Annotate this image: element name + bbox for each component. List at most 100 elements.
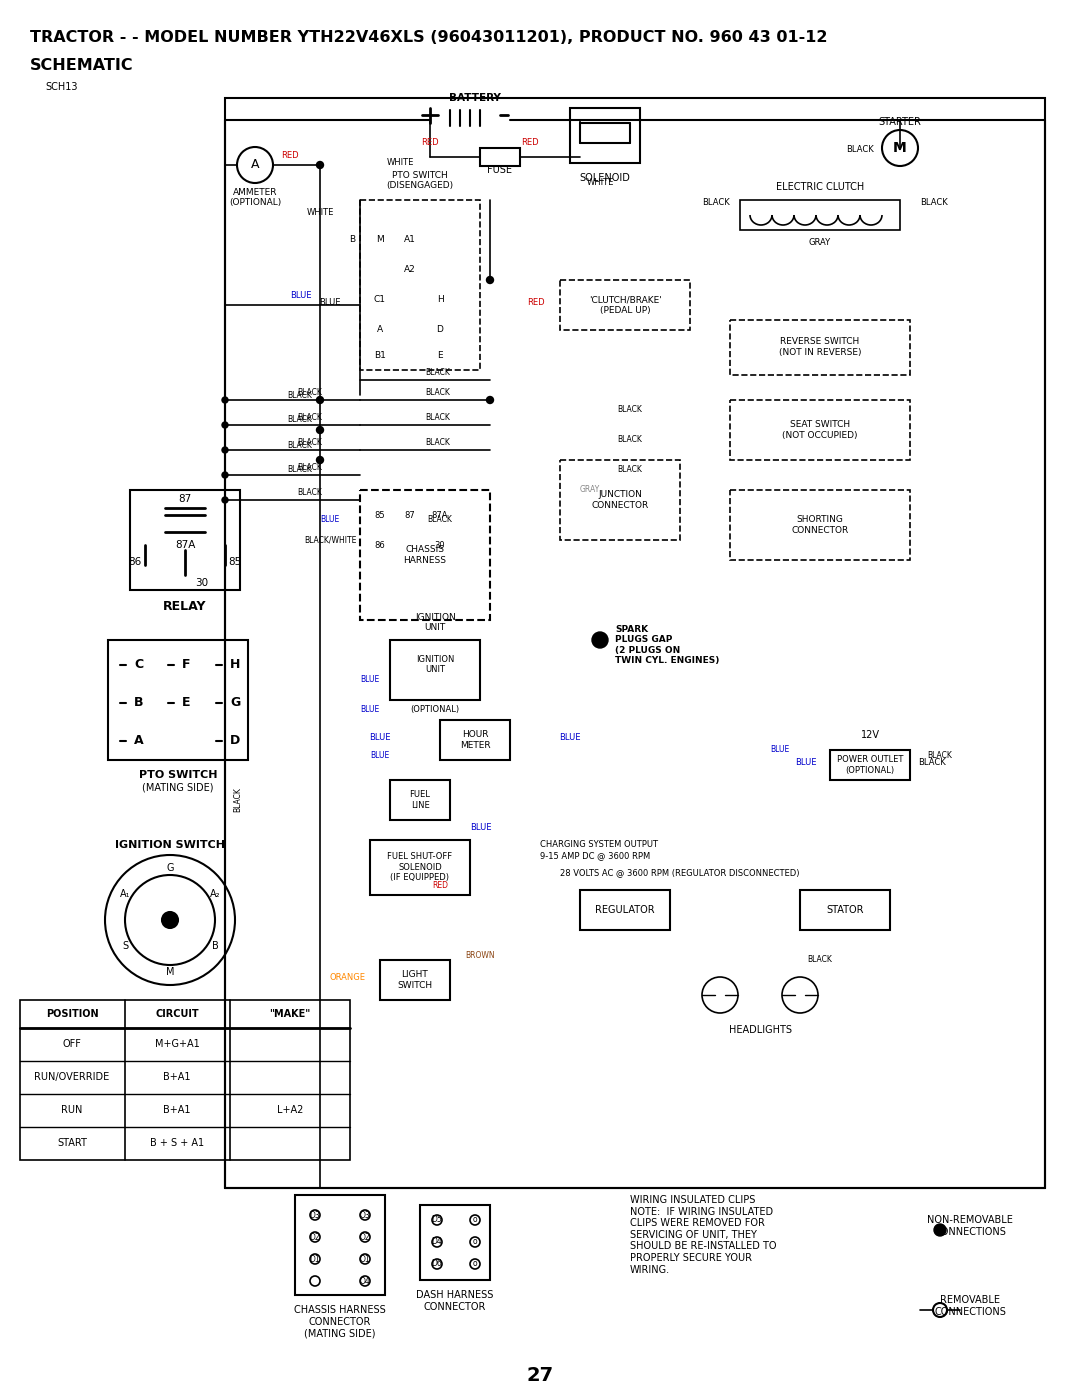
Text: BLACK: BLACK: [920, 198, 948, 207]
Text: GRAY: GRAY: [580, 486, 600, 495]
Text: BLACK: BLACK: [287, 465, 312, 475]
Text: SPARK
PLUGS GAP
(2 PLUGS ON
TWIN CYL. ENGINES): SPARK PLUGS GAP (2 PLUGS ON TWIN CYL. EN…: [615, 624, 719, 665]
Text: NON-REMOVABLE
CONNECTIONS: NON-REMOVABLE CONNECTIONS: [927, 1215, 1013, 1236]
Text: M: M: [376, 236, 383, 244]
Text: C: C: [134, 658, 144, 672]
Text: RED: RED: [281, 151, 299, 161]
Text: CHASSIS
HARNESS: CHASSIS HARNESS: [404, 545, 446, 564]
Circle shape: [316, 426, 324, 433]
Text: D6: D6: [432, 1260, 443, 1268]
Text: SEAT SWITCH
(NOT OCCUPIED): SEAT SWITCH (NOT OCCUPIED): [782, 420, 858, 440]
Circle shape: [592, 631, 608, 648]
Bar: [130, 490, 240, 590]
Text: START: START: [57, 1139, 86, 1148]
Text: 27: 27: [526, 1366, 554, 1384]
Text: REVERSE SWITCH
(NOT IN REVERSE): REVERSE SWITCH (NOT IN REVERSE): [779, 337, 861, 356]
Bar: [480, 148, 519, 166]
Text: TRACTOR - - MODEL NUMBER YTH22V46XLS (96043011201), PRODUCT NO. 960 43 01-12: TRACTOR - - MODEL NUMBER YTH22V46XLS (96…: [30, 29, 827, 45]
Text: SCHEMATIC: SCHEMATIC: [30, 59, 134, 73]
Text: FUEL SHUT-OFF
SOLENOID
(IF EQUIPPED): FUEL SHUT-OFF SOLENOID (IF EQUIPPED): [388, 852, 453, 882]
Text: D5: D5: [432, 1215, 443, 1225]
Text: BLACK: BLACK: [618, 405, 643, 415]
Text: IGNITION
UNIT: IGNITION UNIT: [415, 613, 456, 631]
Text: BLACK: BLACK: [808, 956, 833, 964]
Bar: [295, 1194, 384, 1295]
Text: M: M: [165, 967, 174, 977]
Text: WIRING INSULATED CLIPS
NOTE:  IF WIRING INSULATED
CLIPS WERE REMOVED FOR
SERVICI: WIRING INSULATED CLIPS NOTE: IF WIRING I…: [630, 1194, 777, 1274]
Text: BLUE: BLUE: [369, 733, 391, 742]
Text: CHARGING SYSTEM OUTPUT
9-15 AMP DC @ 3600 RPM: CHARGING SYSTEM OUTPUT 9-15 AMP DC @ 360…: [540, 841, 658, 859]
Text: POWER OUTLET
(OPTIONAL): POWER OUTLET (OPTIONAL): [837, 756, 903, 775]
Text: D: D: [230, 735, 240, 747]
Bar: [360, 490, 490, 620]
Text: SCH13: SCH13: [45, 82, 78, 92]
Bar: [831, 750, 910, 780]
Text: ELECTRIC CLUTCH: ELECTRIC CLUTCH: [775, 182, 864, 191]
Text: BLACK: BLACK: [846, 145, 874, 154]
Text: BLACK/WHITE: BLACK/WHITE: [303, 535, 356, 545]
Text: 'CLUTCH/BRAKE'
(PEDAL UP): 'CLUTCH/BRAKE' (PEDAL UP): [589, 295, 661, 314]
Bar: [380, 960, 450, 1000]
Circle shape: [934, 1224, 946, 1236]
Bar: [730, 400, 910, 460]
Text: D2: D2: [310, 1232, 321, 1242]
Text: BLACK: BLACK: [918, 759, 946, 767]
Text: B: B: [212, 942, 218, 951]
Text: REMOVABLE
CONNECTIONS: REMOVABLE CONNECTIONS: [934, 1295, 1005, 1316]
Bar: [108, 640, 248, 760]
Text: 85: 85: [375, 510, 386, 520]
Text: B + S + A1: B + S + A1: [150, 1139, 204, 1148]
Text: SHORTING
CONNECTOR: SHORTING CONNECTOR: [792, 515, 849, 535]
Text: BLUE: BLUE: [470, 823, 491, 833]
Text: BLUE: BLUE: [370, 750, 390, 760]
Text: D4: D4: [432, 1238, 443, 1246]
Text: A₁: A₁: [120, 888, 131, 900]
Text: A: A: [251, 158, 259, 172]
Bar: [580, 890, 670, 930]
Text: BLACK: BLACK: [928, 750, 953, 760]
Text: O1: O1: [360, 1255, 370, 1263]
Text: RED: RED: [522, 138, 539, 147]
Text: H: H: [436, 296, 444, 305]
Text: B: B: [349, 236, 355, 244]
Circle shape: [222, 422, 228, 427]
Text: 28 VOLTS AC @ 3600 RPM (REGULATOR DISCONNECTED): 28 VOLTS AC @ 3600 RPM (REGULATOR DISCON…: [561, 868, 800, 877]
Text: IGNITION
UNIT: IGNITION UNIT: [416, 655, 455, 685]
Text: PTO SWITCH
(DISENGAGED): PTO SWITCH (DISENGAGED): [387, 170, 454, 190]
Text: STARTER: STARTER: [878, 117, 921, 127]
Text: BLACK: BLACK: [426, 388, 450, 397]
Text: L+A2: L+A2: [276, 1105, 303, 1115]
Text: H: H: [230, 658, 241, 672]
Text: E: E: [437, 351, 443, 359]
Text: o: o: [473, 1238, 477, 1246]
Text: C1: C1: [374, 296, 386, 305]
Text: CIRCUIT: CIRCUIT: [156, 1009, 199, 1018]
Text: 86: 86: [129, 557, 141, 567]
Circle shape: [222, 447, 228, 453]
Text: BLACK: BLACK: [426, 439, 450, 447]
Bar: [21, 1000, 350, 1160]
Text: BLACK: BLACK: [233, 788, 243, 813]
Circle shape: [486, 277, 494, 284]
Text: BLACK: BLACK: [287, 415, 312, 425]
Text: HEADLIGHTS: HEADLIGHTS: [729, 1025, 792, 1035]
Text: LIGHT
SWITCH: LIGHT SWITCH: [397, 971, 433, 989]
Bar: [420, 1206, 490, 1280]
Text: D: D: [436, 326, 444, 334]
Text: O2: O2: [360, 1232, 370, 1242]
Bar: [370, 840, 470, 895]
Text: F: F: [183, 658, 190, 672]
Text: B+A1: B+A1: [163, 1071, 191, 1083]
Bar: [730, 320, 910, 374]
Text: A: A: [134, 735, 144, 747]
Text: "MAKE": "MAKE": [269, 1009, 311, 1018]
Circle shape: [222, 497, 228, 503]
Text: S: S: [122, 942, 129, 951]
Text: WHITE: WHITE: [307, 208, 334, 217]
Text: 30: 30: [434, 541, 445, 549]
Bar: [360, 200, 480, 370]
Text: O3: O3: [360, 1210, 370, 1220]
Text: B1: B1: [374, 351, 386, 359]
Text: BLACK: BLACK: [428, 515, 453, 524]
Circle shape: [222, 472, 228, 478]
